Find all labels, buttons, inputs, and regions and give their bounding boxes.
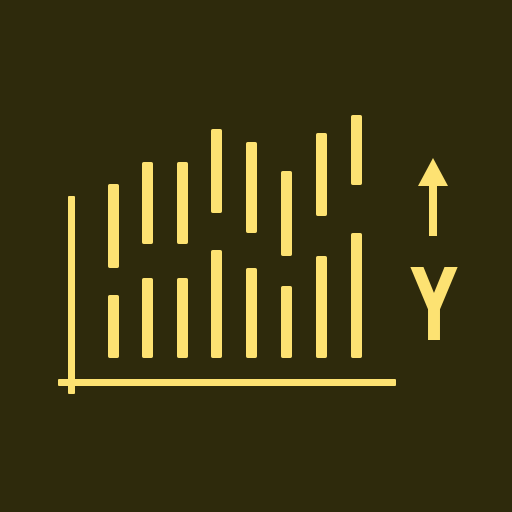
upper-bar xyxy=(316,133,327,216)
lower-bar xyxy=(351,233,362,358)
upper-bar xyxy=(177,162,188,244)
up-arrow-icon xyxy=(418,158,448,236)
upper-bar-row xyxy=(108,115,362,268)
chart-axes xyxy=(58,196,396,394)
lower-bar xyxy=(316,256,327,358)
up-arrow-head xyxy=(418,158,448,186)
upper-bar xyxy=(142,162,153,244)
upper-bar xyxy=(211,129,222,213)
y-axis-letter: Y xyxy=(410,247,458,364)
upper-bar xyxy=(246,142,257,233)
lower-bar xyxy=(281,286,292,358)
lower-bar xyxy=(211,250,222,358)
horizontal-axis-line xyxy=(58,379,396,386)
lower-bar xyxy=(108,295,119,358)
lower-bar xyxy=(177,278,188,358)
lower-bar xyxy=(142,278,153,358)
lower-bar-row xyxy=(108,233,362,358)
upper-bar xyxy=(281,171,292,256)
up-arrow-shaft xyxy=(429,184,437,236)
upper-bar xyxy=(108,184,119,268)
vertical-axis-line xyxy=(68,196,75,394)
lower-bar xyxy=(246,268,257,358)
upper-bar xyxy=(351,115,362,185)
